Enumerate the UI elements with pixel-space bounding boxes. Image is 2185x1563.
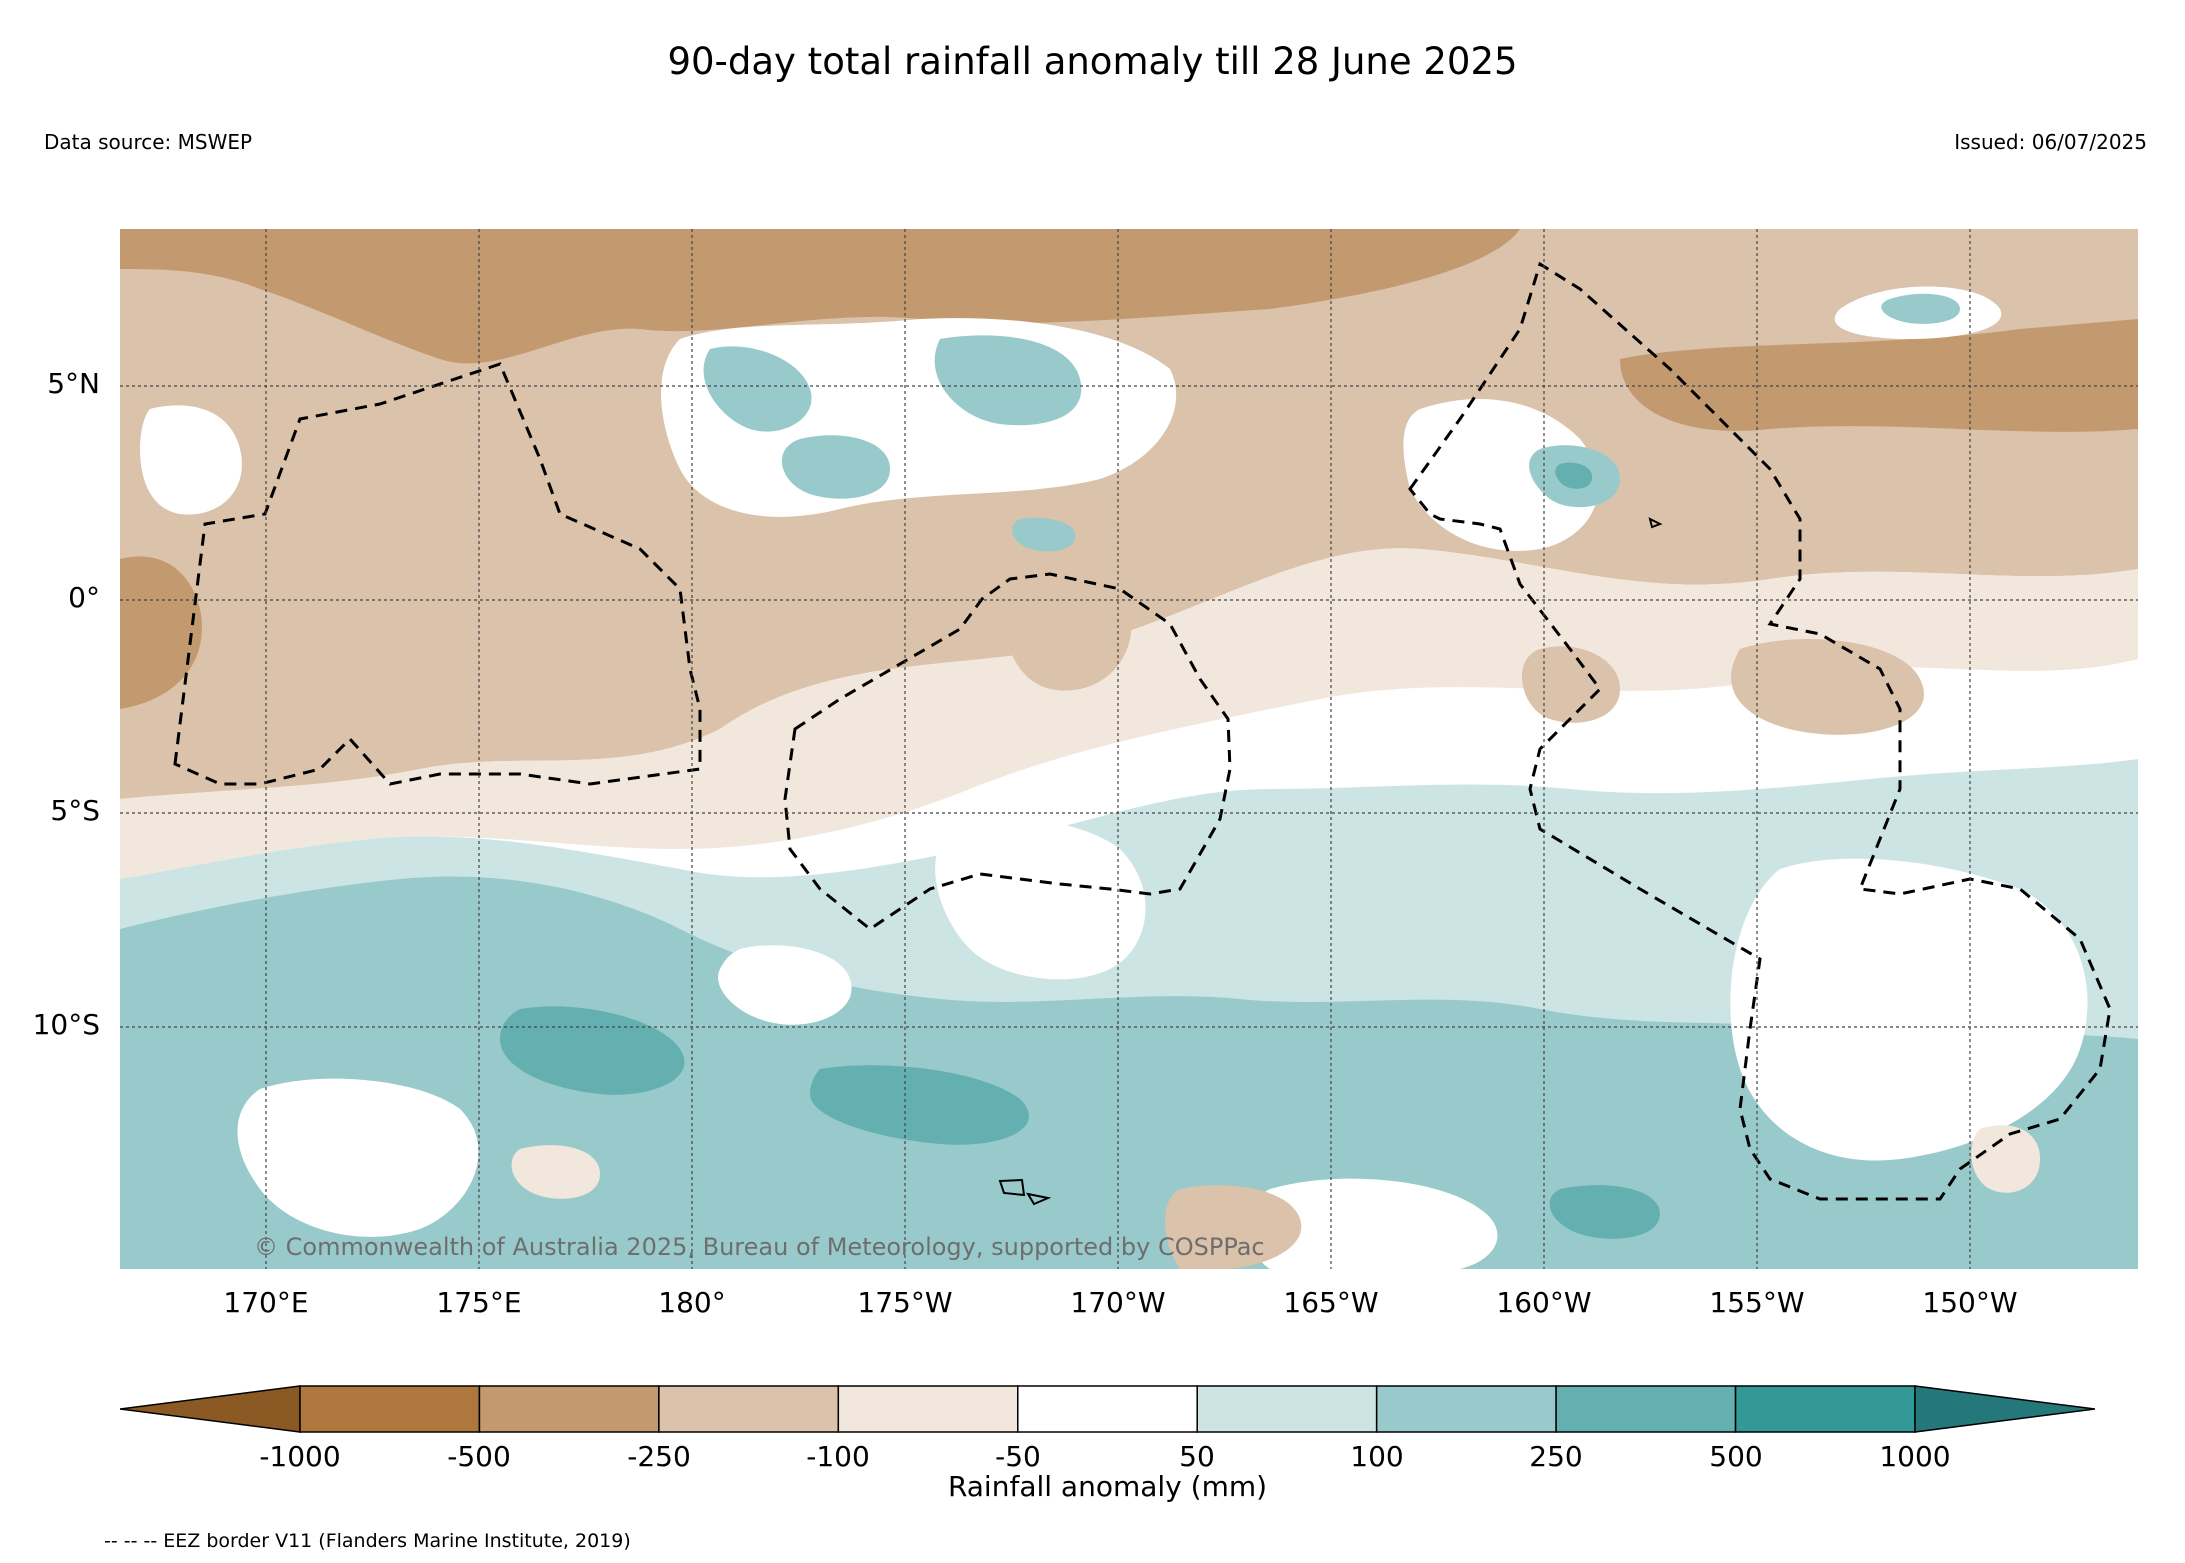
colorbar-label: -100 [806, 1440, 870, 1473]
map-title: 90-day total rainfall anomaly till 28 Ju… [667, 40, 1518, 83]
colorbar-segment [1196, 1385, 1378, 1433]
colorbar-label: 50 [1179, 1440, 1215, 1473]
lon-label-180: 180° [658, 1286, 726, 1319]
data-source-label: Data source: MSWEP [44, 130, 253, 154]
lon-label-155w: 155°W [1709, 1286, 1805, 1319]
colorbar-extend-max [1914, 1385, 2095, 1433]
lat-label-5s: 5°S [50, 794, 100, 827]
colorbar-label: 100 [1350, 1440, 1404, 1473]
issued-date-label: Issued: 06/07/2025 [1954, 130, 2147, 154]
colorbar-segment [299, 1385, 481, 1433]
colorbar-extend-min [120, 1385, 301, 1433]
island-outlines [998, 517, 1663, 1206]
rainfall-anomaly-map [120, 229, 2138, 1269]
colorbar-label: 500 [1709, 1440, 1763, 1473]
lon-label-175w: 175°W [857, 1286, 953, 1319]
graticule [120, 229, 2138, 1269]
lon-label-175e: 175°E [436, 1286, 522, 1319]
colorbar-segment [1017, 1385, 1198, 1433]
lat-label-10s: 10°S [32, 1008, 100, 1041]
colorbar-label: 250 [1529, 1440, 1583, 1473]
lat-label-0: 0° [68, 581, 100, 614]
lon-label-170e: 170°E [223, 1286, 309, 1319]
anomaly-fields [120, 229, 2138, 1269]
colorbar [120, 1385, 2095, 1433]
colorbar-segment [1555, 1385, 1737, 1433]
colorbar-segment [658, 1385, 840, 1433]
lon-label-165w: 165°W [1283, 1286, 1379, 1319]
lon-label-170w: 170°W [1070, 1286, 1166, 1319]
colorbar-label: -500 [447, 1440, 511, 1473]
copyright-credit: © Commonwealth of Australia 2025, Bureau… [254, 1233, 1265, 1261]
colorbar-segment [1375, 1385, 1557, 1433]
colorbar-label: -1000 [259, 1440, 341, 1473]
lon-label-160w: 160°W [1496, 1286, 1592, 1319]
colorbar-segment [478, 1385, 660, 1433]
colorbar-segment [1734, 1385, 1916, 1433]
colorbar-label: -50 [995, 1440, 1041, 1473]
lat-label-5n: 5°N [47, 367, 100, 400]
colorbar-segment [837, 1385, 1019, 1433]
colorbar-label: -250 [627, 1440, 691, 1473]
colorbar-label: 1000 [1879, 1440, 1951, 1473]
lon-label-150w: 150°W [1922, 1286, 2018, 1319]
eez-borders [173, 261, 2112, 1201]
colorbar-title: Rainfall anomaly (mm) [947, 1470, 1268, 1503]
eez-legend-note: -- -- -- EEZ border V11 (Flanders Marine… [104, 1530, 631, 1552]
